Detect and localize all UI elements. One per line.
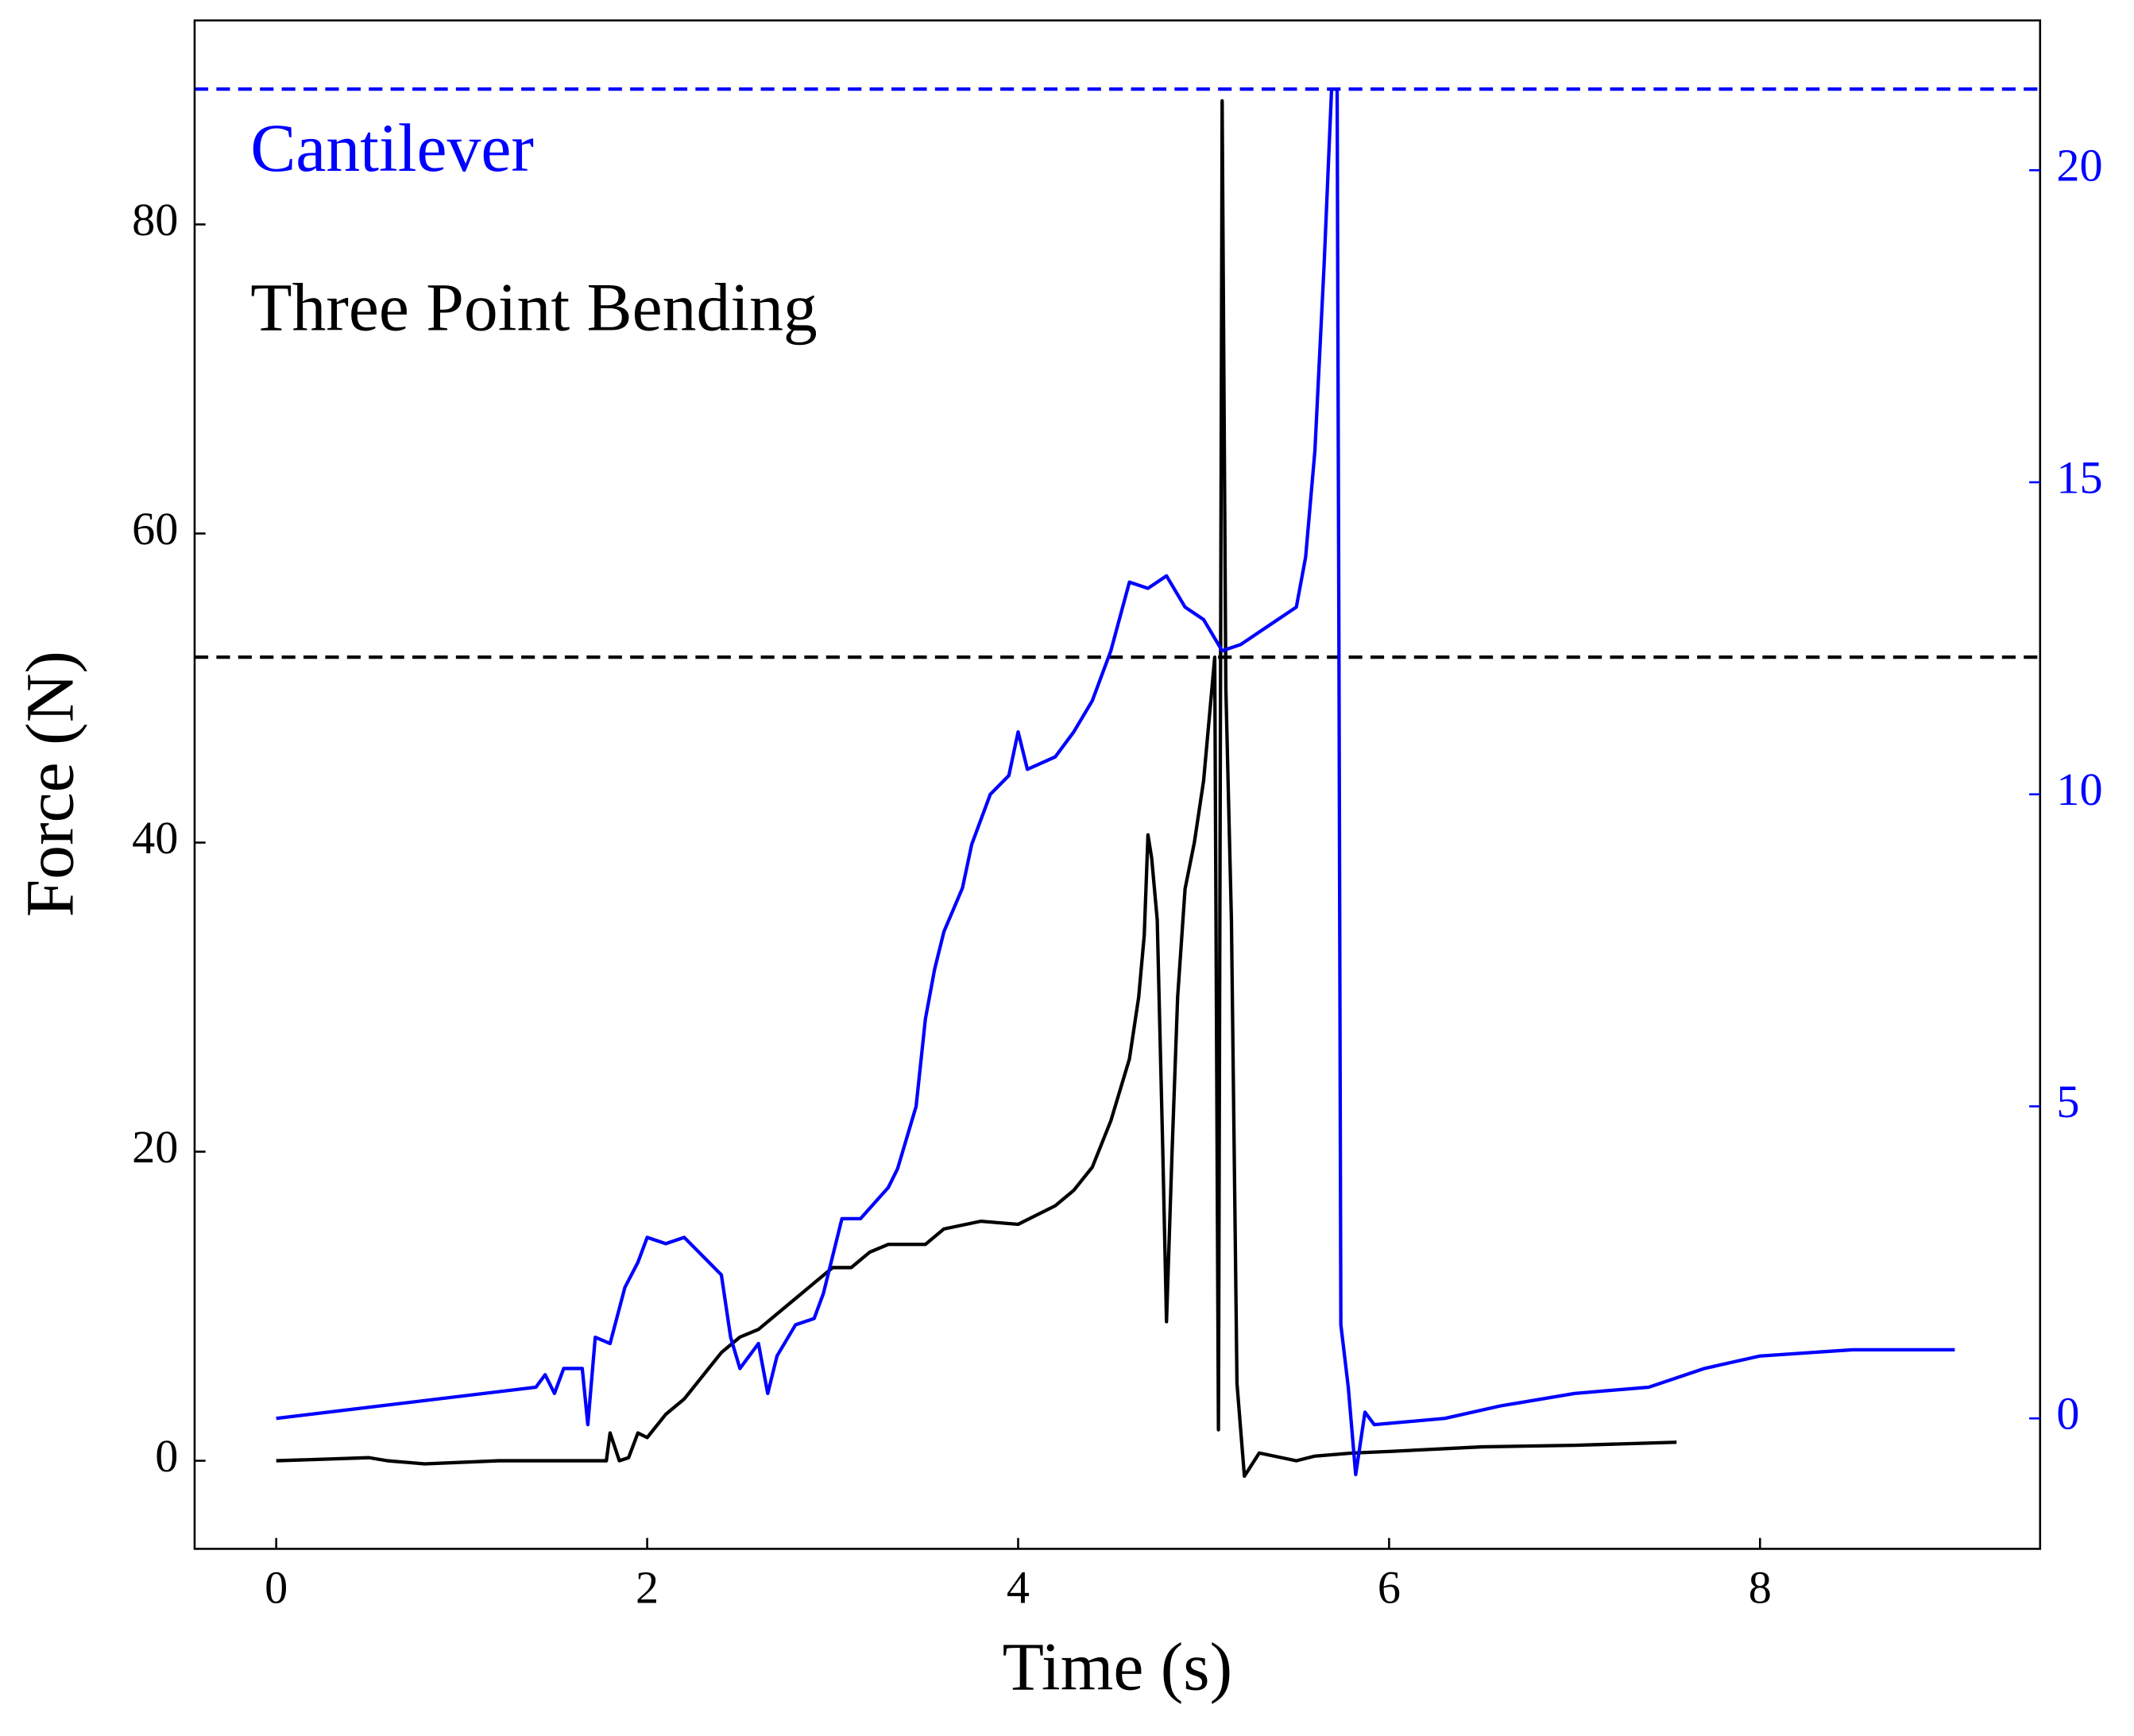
y-tick-label: 40 — [132, 812, 178, 864]
x-tick-label: 6 — [1378, 1562, 1401, 1614]
x-tick-label: 0 — [265, 1562, 288, 1614]
y-axis-label: Force (N) — [13, 651, 88, 917]
legend-entry: Cantilever — [250, 110, 534, 186]
x-tick-label: 2 — [636, 1562, 659, 1614]
y-tick-label: 80 — [132, 194, 178, 246]
y-tick-label: 60 — [132, 503, 178, 555]
legend-entry: Three Point Bending — [250, 269, 818, 345]
x-tick-label: 8 — [1749, 1562, 1772, 1614]
plot-frame — [193, 19, 2042, 1550]
y2-tick-label: 20 — [2056, 140, 2102, 191]
y2-tick-label: 0 — [2056, 1388, 2079, 1440]
y2-tick-label: 15 — [2056, 451, 2102, 503]
x-tick-label: 4 — [1007, 1562, 1030, 1614]
data-line — [276, 99, 1677, 1479]
x-axis-label: Time (s) — [1003, 1630, 1233, 1705]
y2-tick-label: 10 — [2056, 764, 2102, 815]
y2-tick-label: 5 — [2056, 1076, 2079, 1127]
y-tick-label: 20 — [132, 1121, 178, 1173]
y-tick-label: 0 — [155, 1430, 178, 1482]
data-line — [276, 87, 1955, 1477]
